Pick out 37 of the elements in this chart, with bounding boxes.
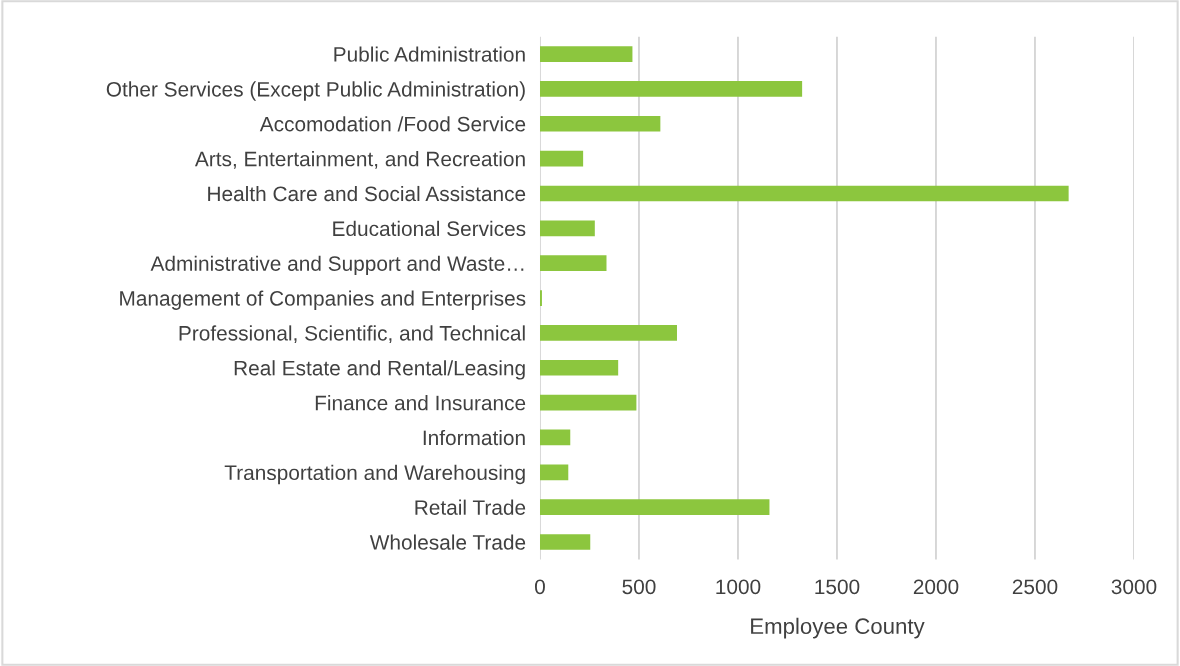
bar — [539, 429, 571, 446]
y-tick-label: Wholesale Trade — [369, 534, 526, 550]
x-tick-label: 500 — [622, 579, 656, 595]
y-tick-label: Transportation and Warehousing — [224, 464, 525, 485]
y-tick-label: Health Care and Social Assistance — [208, 185, 526, 202]
y-tick-label: Educational Services — [333, 220, 526, 237]
bar — [539, 359, 619, 376]
bar — [539, 185, 1069, 202]
x-tick-label: 0 — [534, 579, 545, 595]
y-tick-label: Real Estate and Rental/Leasing — [234, 360, 525, 380]
bar — [539, 499, 770, 515]
bar — [539, 464, 569, 481]
y-tick-label: Accomodation /Food Service — [259, 116, 526, 132]
y-tick-label: Professional, Scientific, and Technical — [179, 325, 525, 344]
bar — [539, 46, 633, 62]
bar — [539, 81, 803, 97]
bar — [539, 255, 607, 272]
y-tick-label: Arts, Entertainment, and Recreation — [194, 151, 525, 169]
bar — [539, 115, 661, 132]
y-tick-label: Management of Companies and Enterprises — [120, 290, 526, 310]
x-tick-label: 1000 — [716, 579, 761, 595]
x-tick-label: 2000 — [913, 579, 959, 595]
x-axis-title: Employee County — [751, 617, 925, 639]
bar — [539, 150, 584, 167]
x-tick-label: 3000 — [1111, 579, 1157, 595]
y-tick-label: Finance and Insurance — [315, 395, 526, 411]
y-tick-label: Information — [423, 429, 525, 446]
y-tick-label: Public Administration — [334, 46, 525, 62]
bar — [539, 394, 637, 411]
y-tick-label: Administrative and Support and Waste… — [150, 255, 524, 276]
x-tick-label: 2500 — [1012, 579, 1058, 595]
bar — [539, 534, 591, 550]
y-tick-label: Other Services (Except Public Administration) — [106, 81, 525, 101]
bar — [539, 325, 677, 341]
bar — [539, 220, 595, 237]
x-tick-label: 1500 — [815, 579, 860, 595]
y-tick-label: Retail Trade — [415, 499, 526, 515]
